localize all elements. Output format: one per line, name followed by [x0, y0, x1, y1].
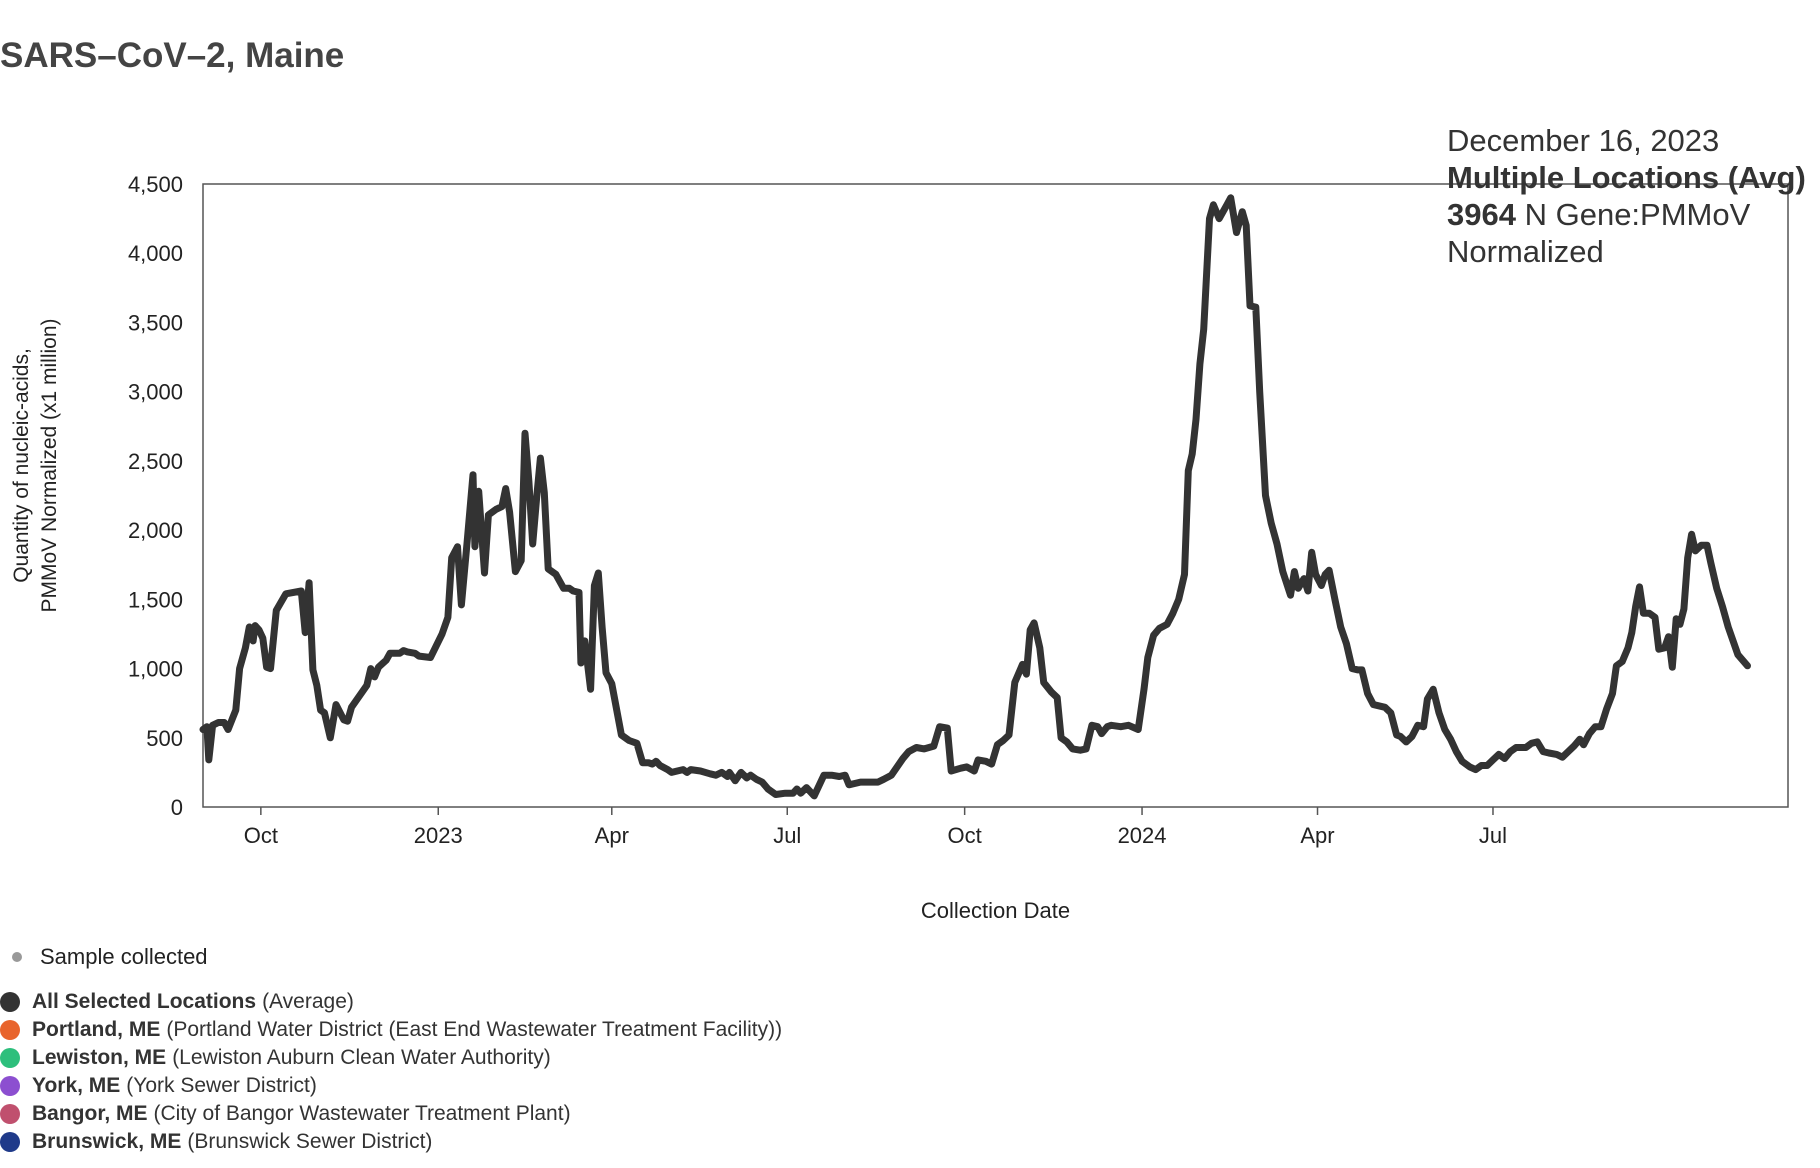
legend-item[interactable]: York, ME (York Sewer District) — [0, 1072, 782, 1100]
x-tick-label: Apr — [595, 823, 629, 848]
tooltip-value: 3964 — [1447, 197, 1516, 232]
legend-item[interactable]: Brunswick, ME (Brunswick Sewer District) — [0, 1128, 782, 1156]
legend-item-name: Brunswick, ME — [32, 1130, 182, 1153]
legend-item[interactable]: Bangor, ME (City of Bangor Wastewater Tre… — [0, 1100, 782, 1128]
series-layer — [199, 194, 1751, 800]
legend-color-dot-icon — [0, 1132, 20, 1152]
y-tick-label: 0 — [171, 795, 183, 820]
legend-item-name: York, ME — [32, 1074, 121, 1097]
legend-item-detail: (City of Bangor Wastewater Treatment Pla… — [153, 1102, 571, 1125]
legend-sample-label: Sample collected — [40, 944, 208, 969]
line-chart[interactable]: 0 500 1,000 1,500 2,000 2,500 3,000 3,500 4,000 4… — [0, 0, 1820, 940]
page-title: SARS–CoV–2, Maine — [0, 36, 345, 75]
x-tick-label: Oct — [244, 823, 278, 848]
hover-tooltip: December 16, 2023 Multiple Locations (Av… — [1447, 122, 1815, 270]
y-tick-label: 2,500 — [128, 449, 183, 474]
legend-item-name: All Selected Locations — [32, 990, 257, 1013]
tooltip-location: Multiple Locations (Avg) — [1447, 160, 1806, 195]
y-axis: 0 500 1,000 1,500 2,000 2,500 3,000 3,500 4,000 4… — [128, 172, 183, 820]
tooltip-date: December 16, 2023 — [1447, 123, 1720, 158]
legend-sample-collected: Sample collected — [12, 944, 208, 970]
x-axis: Oct 2023 Apr Jul Oct 2024 Apr Jul — [244, 807, 1507, 848]
legend-item-name: Bangor, ME — [32, 1102, 148, 1125]
legend: All Selected Locations (Average) Portland,… — [0, 988, 782, 1156]
y-tick-label: 4,000 — [128, 241, 183, 266]
y-tick-label: 4,500 — [128, 172, 183, 197]
tooltip-value-line: 3964 N Gene:PMMoV Normalized — [1447, 196, 1815, 270]
series-line-all-selected-locations[interactable] — [199, 194, 1751, 800]
legend-color-dot-icon — [0, 1020, 20, 1040]
legend-item[interactable]: All Selected Locations (Average) — [0, 988, 782, 1016]
y-tick-label: 500 — [146, 726, 183, 751]
x-tick-label: Jul — [1479, 823, 1507, 848]
y-tick-label: 1,500 — [128, 587, 183, 612]
legend-item-detail: (Portland Water District (East End Waste… — [166, 1018, 783, 1041]
legend-item[interactable]: Portland, ME (Portland Water District (Ea… — [0, 1016, 782, 1044]
tooltip-unit: N Gene:PMMoV Normalized — [1447, 197, 1751, 269]
x-tick-label: Jul — [773, 823, 801, 848]
legend-item-detail: (Brunswick Sewer District) — [187, 1130, 433, 1153]
y-axis-label-line-1: Quantity of nucleic-acids, — [10, 348, 33, 583]
x-axis-label: Collection Date — [921, 898, 1070, 923]
legend-item-detail: (Average) — [262, 990, 354, 1013]
y-tick-label: 3,000 — [128, 380, 183, 405]
legend-item[interactable]: Lewiston, ME (Lewiston Auburn Clean Water… — [0, 1044, 782, 1072]
legend-color-dot-icon — [0, 1048, 20, 1068]
y-tick-label: 3,500 — [128, 310, 183, 335]
sample-dot-icon — [12, 952, 22, 962]
legend-item-name: Lewiston, ME — [32, 1046, 167, 1069]
y-tick-label: 1,000 — [128, 657, 183, 682]
legend-color-dot-icon — [0, 992, 20, 1012]
x-tick-label: 2023 — [414, 823, 463, 848]
legend-item-name: Portland, ME — [32, 1018, 161, 1041]
y-tick-label: 2,000 — [128, 518, 183, 543]
x-tick-label: Oct — [948, 823, 982, 848]
legend-color-dot-icon — [0, 1104, 20, 1124]
legend-item-detail: (Lewiston Auburn Clean Water Authority) — [172, 1046, 551, 1069]
y-axis-label-line-2: PMMoV Normalized (x1 million) — [38, 318, 61, 612]
x-tick-label: 2024 — [1118, 823, 1167, 848]
plot-area[interactable] — [202, 183, 1789, 808]
legend-item-detail: (York Sewer District) — [126, 1074, 317, 1097]
x-tick-label: Apr — [1300, 823, 1334, 848]
legend-color-dot-icon — [0, 1076, 20, 1096]
